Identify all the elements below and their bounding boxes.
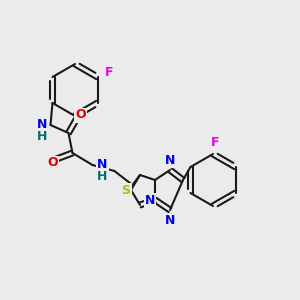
- Text: N: N: [165, 154, 175, 166]
- Text: H: H: [97, 169, 108, 182]
- Text: N: N: [97, 158, 108, 172]
- Text: S: S: [122, 184, 130, 196]
- Text: N: N: [165, 214, 175, 226]
- Text: N: N: [37, 118, 48, 131]
- Text: F: F: [105, 65, 114, 79]
- Text: H: H: [37, 130, 48, 142]
- Text: O: O: [75, 109, 86, 122]
- Text: F: F: [211, 136, 219, 148]
- Text: O: O: [47, 157, 58, 169]
- Text: N: N: [145, 194, 155, 206]
